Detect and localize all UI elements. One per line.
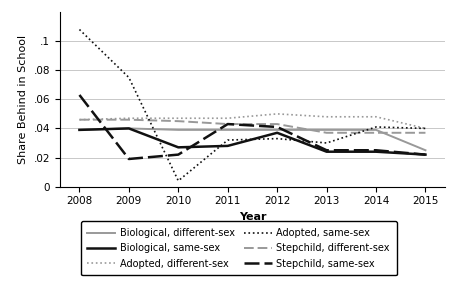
Legend: Biological, different-sex, Biological, same-sex, Adopted, different-sex, Adopted: Biological, different-sex, Biological, s… <box>81 221 397 275</box>
X-axis label: Year: Year <box>239 212 266 222</box>
Y-axis label: Share Behind in School: Share Behind in School <box>18 35 28 164</box>
